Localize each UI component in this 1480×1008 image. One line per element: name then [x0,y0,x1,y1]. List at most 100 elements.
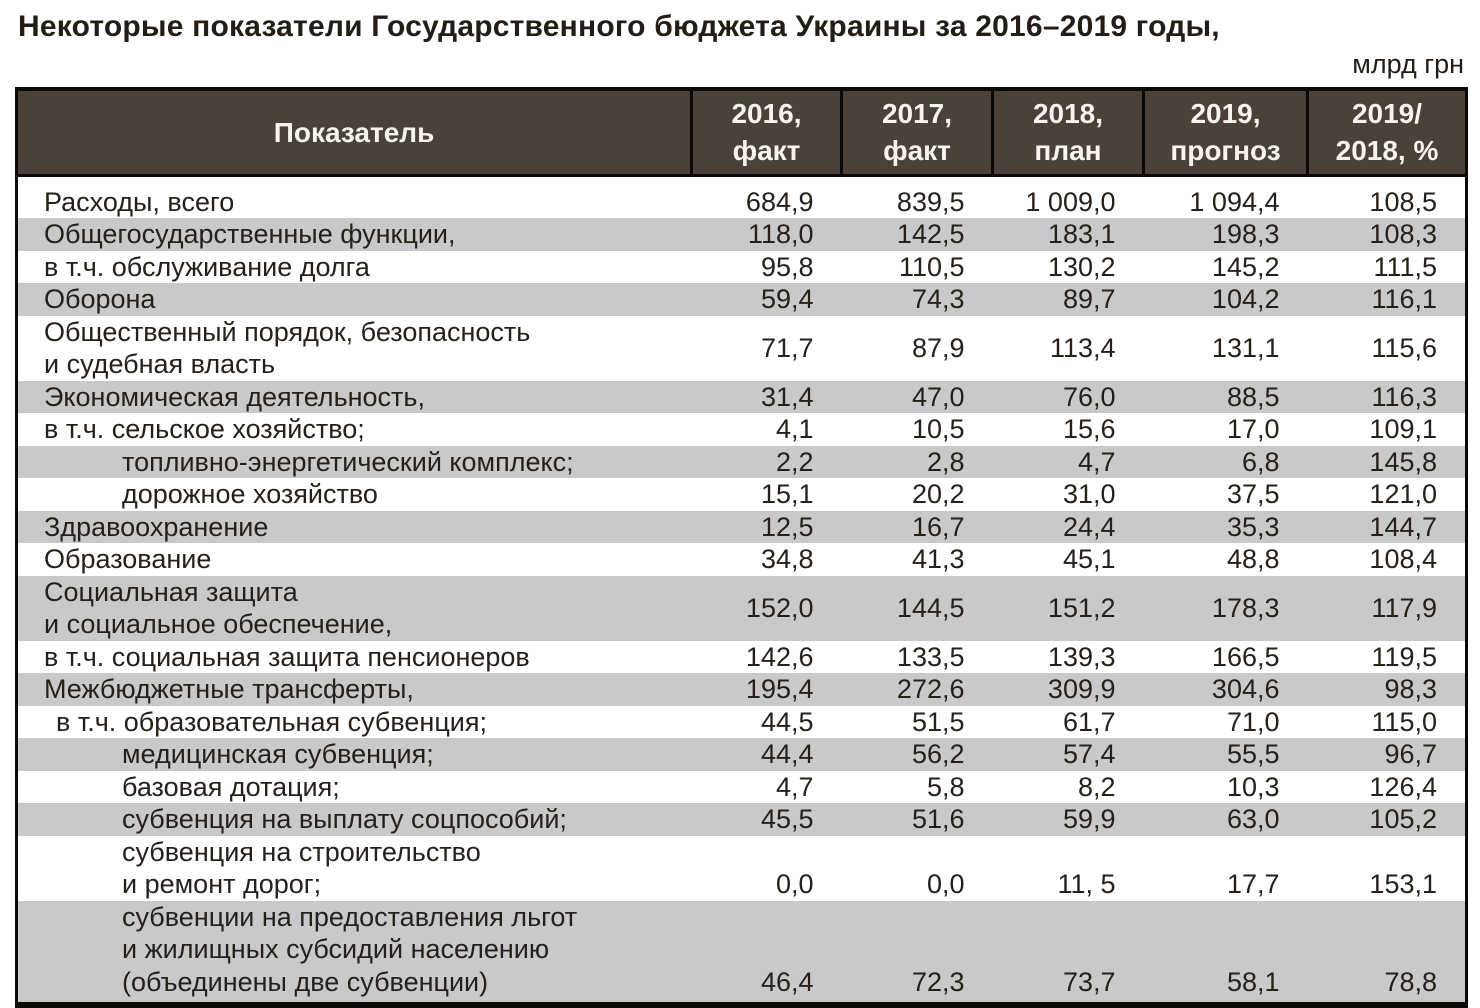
cell-value: 31,0 [1062,479,1116,509]
table-header-row: Показатель 2016, факт 2017, факт 2018, план 201… [16,89,1467,177]
table-row: Экономическая деятельность, 31,4 47,0 76,0 8… [16,380,1467,414]
cell-value: 4,1 [775,414,814,444]
cell-value: 108,5 [1369,186,1437,217]
row-label: Экономическая деятельность, [17,381,692,414]
cell-value: 110,5 [898,251,965,282]
table-row: субвенция на выплату соцпособий; 45,5 51,6… [16,803,1467,836]
cell-value: 116,1 [1371,284,1437,314]
table-row: в т.ч. сельское хозяйство; 4,1 10,5 15,6 17,… [17,413,1467,446]
cell-value: 56,2 [911,739,965,769]
row-label-line: медицинская субвенция; [122,739,434,769]
row-label-line: базовая дотация; [122,771,340,802]
column-header-line: план [1034,135,1102,167]
table-row: медицинская субвенция; 44,4 56,2 57,4 55,5 96… [16,738,1467,771]
cell-value: 684,9 [745,186,814,217]
row-label-line: Социальная защита [44,576,298,607]
cell-value: 152,0 [745,592,814,623]
row-label-line: и жилищных субсидий населению [122,934,550,964]
table-row: Общегосударственные функции, 118,0 142,5 18… [16,218,1467,251]
row-label-line: Общественный порядок, безопасность [44,316,531,347]
table-row: в т.ч. образовательная субвенция; 44,5 51,… [17,706,1467,739]
row-label-line: субвенция на выплату соцпособий; [122,804,567,834]
cell-value: 34,8 [760,544,814,574]
row-label-line: субвенции на предоставления льгот [122,901,578,932]
row-label-line: топливно-энергетический комплекс; [122,446,574,477]
cell-value: 44,4 [760,739,814,769]
cell-value: 133,5 [896,641,965,672]
cell-value: 20,2 [911,479,965,509]
column-header-line: 2017, [881,98,953,130]
cell-value: 24,4 [1062,511,1116,542]
cell-value: 145,2 [1211,251,1280,282]
column-header-line: 2016, [731,98,802,130]
cell-value: 304,6 [1211,674,1280,704]
cell-value: 73,7 [1062,966,1116,997]
table-row: Здравоохранение 12,5 16,7 24,4 35,3 144,7 [16,510,1467,543]
cell-value: 113,4 [1049,332,1116,363]
cell-value: 2,2 [775,446,814,477]
table-row: Общественный порядок, безопасность и суде… [17,316,1467,381]
row-label-line: и социальное обеспечение, [44,609,393,639]
cell-value: 58,1 [1226,966,1280,997]
cell-value: 139,3 [1047,641,1116,672]
cell-value: 51,6 [911,804,965,834]
column-header-line: 2019/ [1351,98,1423,130]
cell-value: 12,5 [760,511,814,542]
cell-value: 16,7 [911,511,965,542]
cell-value: 118,0 [747,219,814,249]
cell-value: 104,2 [1211,284,1280,314]
cell-value: 63,0 [1226,804,1280,834]
row-label: в т.ч. социальная защита пенсионеров [17,641,692,674]
row-label-line: в т.ч. социальная защита пенсионеров [44,641,530,672]
row-label: Расходы, всего [17,175,692,218]
cell-value: 1 094,4 [1189,186,1280,217]
cell-value: 183,1 [1047,219,1116,249]
row-label: субвенции на предоставления льгот и жилищ… [17,901,692,1006]
budget-table: Показатель 2016, факт 2017, факт 2018, план 201… [15,87,1468,1008]
page: Некоторые показатели Государственного бю… [0,10,1480,1008]
column-header-line: Показатель [273,116,435,148]
cell-value: 144,7 [1369,511,1437,542]
cell-value: 15,1 [760,479,814,509]
page-title: Некоторые показатели Государственного бю… [18,10,1220,43]
cell-value: 6,8 [1241,446,1280,477]
row-label: субвенция на выплату соцпособий; [17,803,692,836]
cell-value: 121,0 [1369,479,1437,509]
cell-value: 108,4 [1369,544,1437,574]
table-row: Межбюджетные трансферты, 195,4 272,6 309,9 3… [16,673,1467,706]
cell-value: 4,7 [1077,446,1116,477]
cell-value: 10,5 [911,414,965,444]
column-header: 2016, факт [690,89,842,177]
column-header-line: 2018, % [1335,135,1439,167]
cell-value: 48,8 [1226,544,1280,574]
cell-value: 105,2 [1369,804,1437,834]
table-row: Оборона 59,4 74,3 89,7 104,2 116,1 [16,283,1467,316]
cell-value: 37,5 [1226,479,1280,509]
table-row: в т.ч. обслуживание долга 95,8 110,5 130,2 1… [17,251,1467,284]
table-row: Социальная защита и социальное обеспечени… [16,575,1467,641]
row-label-line: и ремонт дорог; [122,869,322,899]
cell-value: 57,4 [1062,739,1116,769]
cell-value: 76,0 [1062,381,1116,412]
cell-value: 71,7 [760,332,814,363]
cell-value: 55,5 [1226,739,1280,769]
row-label-line: в т.ч. образовательная субвенция; [56,706,488,737]
cell-value: 11, 5 [1057,869,1116,899]
column-header: 2019, прогноз [1142,89,1308,177]
cell-value: 31,4 [760,381,814,412]
column-header-line: факт [883,135,951,167]
cell-value: 272,6 [896,674,965,704]
row-label-line: и судебная власть [44,349,276,379]
row-label: Оборона [17,283,692,316]
column-header: 2017, факт [840,89,993,177]
row-label: в т.ч. образовательная субвенция; [17,706,692,739]
table-row: Расходы, всего 684,9 839,5 1 009,0 1 094,4 10… [17,175,1467,218]
row-label: Общественный порядок, безопасность и суде… [17,316,692,381]
table-row: субвенция на строительство и ремонт дорог… [17,836,1467,901]
row-label: в т.ч. обслуживание долга [17,251,692,284]
cell-value: 59,9 [1062,804,1116,834]
cell-value: 5,8 [926,771,965,802]
row-label-line: Расходы, всего [44,186,235,217]
cell-value: 96,7 [1384,739,1437,769]
row-label: Социальная защита и социальное обеспечени… [17,576,692,641]
